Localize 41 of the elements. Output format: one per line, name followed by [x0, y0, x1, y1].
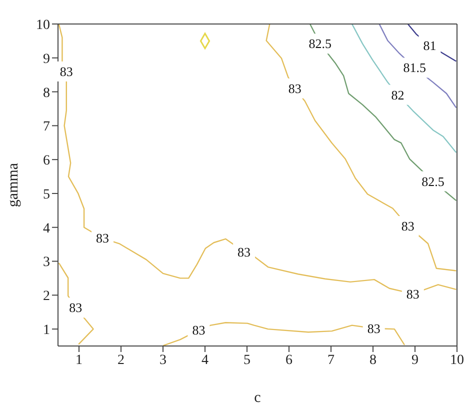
y-tick-label: 2: [43, 289, 50, 304]
annotation: 83: [192, 322, 206, 338]
annotation: 83: [238, 244, 251, 260]
annotation: 83: [367, 320, 380, 336]
x-tick-label: 1: [76, 352, 82, 368]
x-tick-label: 7: [328, 352, 334, 368]
line-series: [351, 24, 457, 154]
y-tick-label: 3: [43, 255, 50, 270]
y-tick-label: 9: [43, 52, 50, 67]
line-series: [266, 24, 457, 272]
y-axis-title: gamma: [5, 162, 22, 208]
y-tick-label: 6: [43, 154, 50, 169]
x-tick-label: 8: [370, 352, 376, 368]
annotation: 82.5: [308, 36, 332, 52]
annotation: 82: [391, 87, 404, 102]
y-tick-label: 8: [43, 86, 50, 101]
x-tick-label: 6: [286, 352, 292, 368]
y-tick-label: 10: [36, 18, 50, 33]
x-tick-label: 9: [412, 352, 418, 368]
annotation: 81.5: [403, 60, 426, 76]
x-axis-title: c: [254, 390, 262, 406]
annotation: 83: [60, 64, 73, 79]
annotation: 83: [96, 230, 110, 246]
x-tick-label: 3: [160, 352, 166, 368]
annotation: 82.5: [422, 174, 444, 189]
y-tick-label: 4: [43, 221, 50, 236]
x-tick-label: 10: [450, 352, 464, 368]
line-series: [378, 24, 457, 108]
annotation: 83: [288, 80, 302, 96]
annotation: 81: [423, 38, 436, 53]
x-tick-label: 4: [202, 352, 208, 368]
annotation: 83: [69, 300, 82, 316]
annotation: 83: [401, 218, 414, 234]
y-tick-label: 5: [43, 187, 50, 202]
annotation: 83: [406, 286, 420, 302]
y-tick-label: 7: [43, 120, 50, 135]
x-tick-label: 2: [118, 352, 124, 368]
y-tick-label: 1: [43, 323, 50, 338]
line-series: [407, 24, 457, 62]
line-series: [58, 262, 94, 345]
x-tick-label: 5: [244, 352, 250, 368]
